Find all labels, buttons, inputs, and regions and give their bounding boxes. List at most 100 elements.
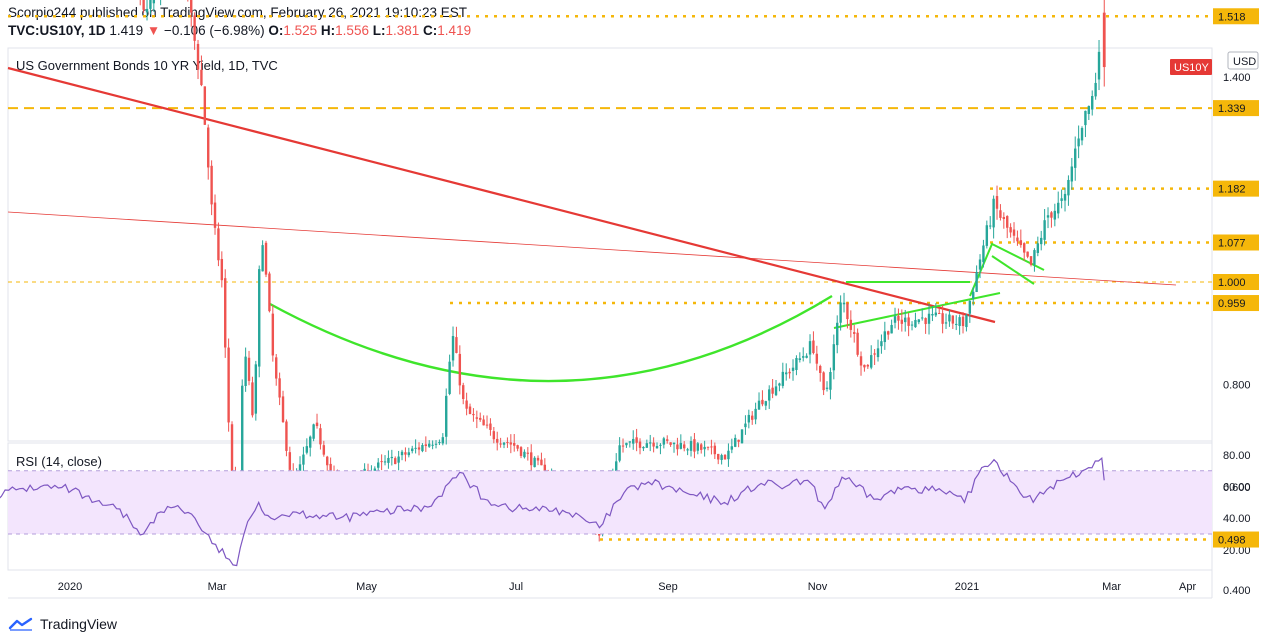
currency-box[interactable] — [1227, 51, 1259, 70]
candle-body[interactable] — [407, 452, 411, 456]
candle-body[interactable] — [1070, 166, 1074, 182]
candle-body[interactable] — [615, 461, 618, 474]
candle-body[interactable] — [492, 431, 496, 440]
candle-body[interactable] — [683, 444, 686, 449]
candle-body[interactable] — [390, 456, 394, 459]
candle-body[interactable] — [815, 353, 819, 364]
candle-body[interactable] — [890, 324, 893, 334]
candle-body[interactable] — [846, 303, 849, 320]
candle-body[interactable] — [676, 444, 679, 450]
candle-body[interactable] — [496, 438, 499, 443]
candle-body[interactable] — [883, 331, 887, 343]
candle-body[interactable] — [876, 348, 880, 358]
candle-body[interactable] — [768, 389, 771, 401]
candle-body[interactable] — [934, 312, 938, 316]
candle-body[interactable] — [431, 444, 434, 446]
candle-body[interactable] — [200, 69, 203, 86]
price-pane[interactable] — [7, 47, 1213, 442]
candle-body[interactable] — [468, 406, 472, 415]
candle-body[interactable] — [1091, 96, 1094, 110]
tradingview-brand[interactable]: TradingView — [40, 616, 118, 632]
rounded-bottom-curve[interactable] — [269, 294, 833, 383]
candle-body[interactable] — [523, 451, 526, 458]
candle-body[interactable] — [309, 436, 312, 448]
candle-body[interactable] — [727, 450, 730, 460]
candle-body[interactable] — [965, 315, 968, 328]
candle-body[interactable] — [917, 319, 921, 323]
candle-body[interactable] — [938, 313, 941, 315]
candle-body[interactable] — [387, 457, 390, 463]
candle-body[interactable] — [771, 387, 774, 394]
candle-body[interactable] — [394, 458, 397, 465]
triangle-lower-line[interactable] — [833, 292, 1001, 329]
candle-body[interactable] — [1097, 51, 1101, 80]
candle-body[interactable] — [706, 446, 710, 448]
candle-body[interactable] — [1006, 216, 1009, 228]
candle-body[interactable] — [785, 372, 788, 375]
candle-body[interactable] — [887, 331, 890, 335]
candle-body[interactable] — [978, 259, 982, 270]
candle-body[interactable] — [955, 323, 958, 325]
candle-body[interactable] — [142, 0, 145, 10]
candle-body[interactable] — [213, 202, 217, 228]
candle-body[interactable] — [519, 447, 523, 456]
candle-body[interactable] — [455, 337, 458, 353]
candle-body[interactable] — [802, 356, 805, 358]
candle-body[interactable] — [1046, 215, 1050, 218]
candle-body[interactable] — [975, 271, 978, 293]
candle-body[interactable] — [261, 245, 264, 272]
candle-body[interactable] — [305, 446, 309, 453]
candle-body[interactable] — [1033, 250, 1036, 265]
candle-body[interactable] — [506, 442, 509, 444]
candle-body[interactable] — [145, 8, 149, 13]
candle-body[interactable] — [703, 446, 706, 450]
candle-body[interactable] — [251, 382, 254, 416]
candle-body[interactable] — [628, 441, 632, 443]
candle-body[interactable] — [397, 456, 400, 463]
candle-body[interactable] — [319, 428, 322, 445]
candle-body[interactable] — [1029, 256, 1033, 265]
candle-body[interactable] — [744, 423, 747, 428]
candle-body[interactable] — [672, 442, 676, 445]
candle-body[interactable] — [740, 429, 744, 444]
candle-body[interactable] — [958, 317, 961, 326]
candle-body[interactable] — [380, 461, 383, 463]
candle-body[interactable] — [941, 313, 944, 324]
candle-body[interactable] — [822, 372, 825, 391]
candle-body[interactable] — [944, 322, 948, 324]
candle-body[interactable] — [1012, 229, 1016, 236]
candle-body[interactable] — [1084, 110, 1087, 126]
candle-body[interactable] — [383, 461, 387, 463]
candle-body[interactable] — [893, 316, 897, 323]
candle-body[interactable] — [1080, 128, 1084, 141]
candle-body[interactable] — [190, 0, 193, 13]
candle-body[interactable] — [1040, 237, 1043, 245]
candle-body[interactable] — [689, 441, 693, 451]
candle-body[interactable] — [686, 449, 689, 451]
candle-body[interactable] — [710, 446, 713, 448]
candle-body[interactable] — [458, 353, 462, 386]
candle-body[interactable] — [717, 453, 720, 460]
candle-body[interactable] — [669, 442, 672, 445]
candle-body[interactable] — [230, 424, 234, 476]
candle-body[interactable] — [227, 347, 230, 423]
candle-body[interactable] — [424, 444, 428, 447]
candle-body[interactable] — [193, 15, 196, 41]
candle-body[interactable] — [513, 442, 516, 446]
candle-body[interactable] — [757, 400, 761, 410]
candle-body[interactable] — [652, 442, 655, 447]
candle-body[interactable] — [462, 385, 465, 399]
candle-body[interactable] — [417, 447, 421, 450]
candle-body[interactable] — [329, 463, 332, 471]
candle-body[interactable] — [247, 357, 251, 381]
candle-body[interactable] — [927, 313, 931, 324]
candle-body[interactable] — [485, 424, 489, 426]
candle-body[interactable] — [989, 225, 992, 227]
candle-body[interactable] — [754, 408, 757, 420]
candle-body[interactable] — [502, 442, 506, 445]
candle-body[interactable] — [829, 372, 832, 390]
candle-body[interactable] — [298, 464, 302, 477]
candle-body[interactable] — [326, 456, 329, 466]
candle-body[interactable] — [441, 437, 445, 444]
candle-body[interactable] — [516, 445, 519, 449]
